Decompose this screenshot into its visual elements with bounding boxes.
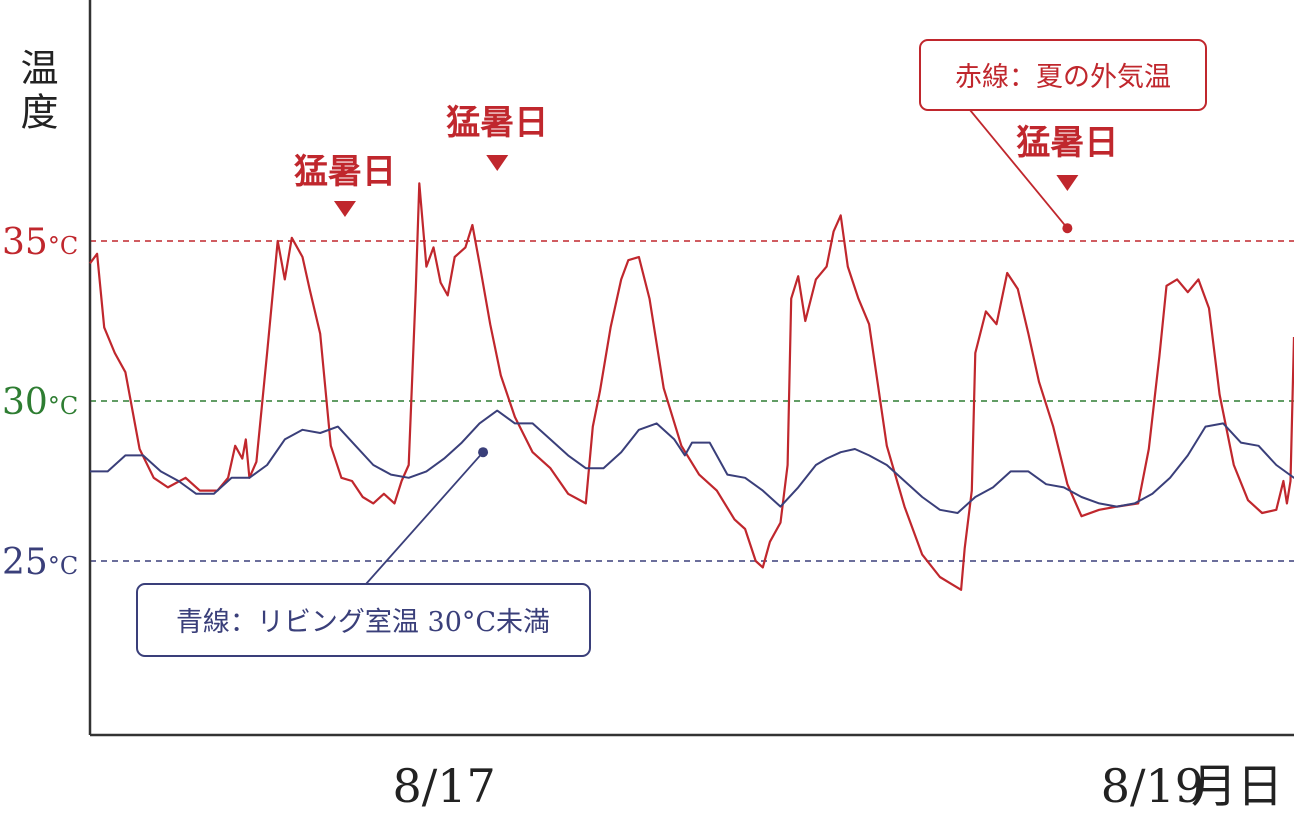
y-tick-layer: 35°C30°C25°C xyxy=(2,222,78,583)
heatwave-marker-triangle xyxy=(1056,175,1079,191)
indoor-legend-dot xyxy=(478,447,489,458)
indoor-legend-leader xyxy=(365,451,484,585)
y-tick-value: 30 xyxy=(2,382,48,423)
living-room-temperature-line xyxy=(90,409,1294,514)
heatwave-day-label: 猛暑日 xyxy=(446,103,548,143)
y-tick-value: 25 xyxy=(2,542,48,583)
axes xyxy=(88,0,1294,737)
y-axis-label: 温度 xyxy=(14,48,58,136)
outdoor-legend-dot xyxy=(1062,223,1073,234)
outdoor-legend-leader xyxy=(969,109,1069,229)
outdoor-legend-text: 赤線：夏の外気温 xyxy=(955,62,1171,93)
indoor-legend-box xyxy=(136,583,591,657)
y-tick-label-25: 25°C xyxy=(2,542,78,583)
reference-lines xyxy=(90,240,1294,562)
y-tick-unit: °C xyxy=(48,232,78,260)
heatwave-marker-triangle xyxy=(486,155,509,171)
y-tick-label-30: 30°C xyxy=(2,382,78,423)
x-tick-label: 8/19 xyxy=(1101,759,1204,813)
series-layer xyxy=(89,182,1294,591)
heatwave-marker-triangle xyxy=(333,201,356,217)
x-axis-label: 月日 xyxy=(1191,759,1283,813)
y-tick-unit: °C xyxy=(48,552,78,580)
heatwave-day-label: 猛暑日 xyxy=(1016,123,1118,163)
heatwave-day-label: 猛暑日 xyxy=(294,152,396,192)
y-tick-value: 35 xyxy=(2,222,48,263)
y-tick-label-35: 35°C xyxy=(2,222,78,263)
x-tick-layer: 8/178/198/21 xyxy=(392,759,1204,813)
indoor-legend-text: 青線：リビング室温 30°C未満 xyxy=(176,607,550,638)
x-tick-label: 8/17 xyxy=(392,759,495,813)
y-tick-unit: °C xyxy=(48,392,78,420)
outdoor-legend-box xyxy=(919,39,1207,111)
outdoor-temperature-line xyxy=(89,182,1294,591)
